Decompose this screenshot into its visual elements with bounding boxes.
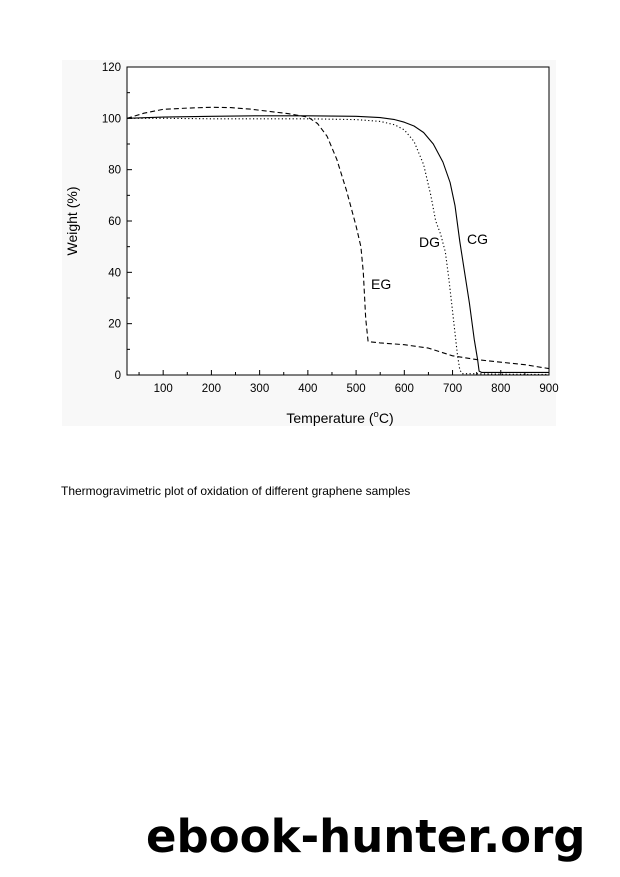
y-tick-label: 0 (115, 370, 121, 382)
x-tick-label: 100 (154, 383, 173, 395)
x-axis-title-end: C) (379, 410, 394, 426)
x-tick-label: 900 (539, 383, 558, 395)
series-label-eg: EG (371, 276, 391, 292)
x-tick-label: 200 (202, 383, 221, 395)
series-line-cg (126, 115, 549, 373)
x-tick-label: 800 (491, 383, 510, 395)
figure-caption: Thermogravimetric plot of oxidation of d… (61, 484, 411, 498)
series-layer (126, 106, 550, 376)
x-tick-label: 700 (443, 383, 462, 395)
x-tick-label: 500 (346, 383, 365, 395)
axis-ticks: 100 200 300 400 500 600 700 800 900 0 20 40 60 80 100 1… (102, 62, 559, 395)
y-tick-label: 20 (108, 319, 121, 331)
y-tick-label: 100 (102, 113, 121, 125)
series-line-dg (127, 117, 550, 376)
x-axis-title-start: Temperature ( (286, 410, 373, 426)
series-label-cg: CG (467, 231, 488, 247)
watermark-text: ebook-hunter.org (146, 810, 586, 863)
x-axis-title: Temperature (oC) (286, 409, 393, 426)
x-tick-label: 600 (395, 383, 414, 395)
y-tick-label: 40 (108, 267, 121, 279)
series-line-eg (126, 106, 550, 370)
series-label-dg: DG (419, 234, 440, 250)
x-tick-label: 400 (298, 383, 317, 395)
x-tick-label: 300 (250, 383, 269, 395)
x-axis-title-degree: o (374, 409, 379, 420)
plot-frame (126, 66, 550, 376)
y-axis-title: Weight (%) (64, 187, 80, 256)
y-tick-label: 80 (108, 165, 121, 177)
y-tick-label: 60 (108, 216, 121, 228)
y-tick-label: 120 (102, 62, 121, 74)
